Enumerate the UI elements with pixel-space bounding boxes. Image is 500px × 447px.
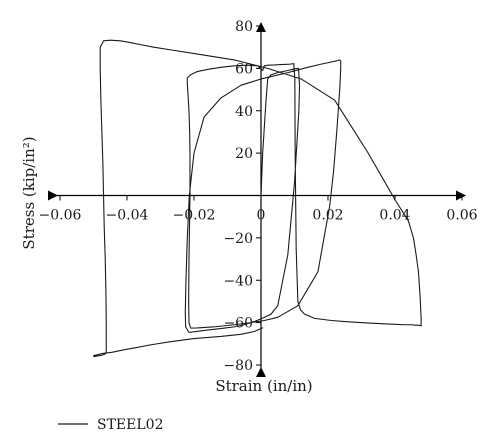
x-tick-label: 0.06	[446, 208, 477, 224]
x-tick-label: −0.06	[39, 208, 82, 224]
tick-marks	[59, 25, 463, 366]
x-tick-label: 0.04	[379, 208, 410, 224]
tick-labels: −0.06 −0.04 −0.02 0 0.02 0.04 0.0680604020−20−…	[39, 19, 478, 374]
legend-label-steel02: STEEL02	[97, 417, 163, 433]
legend: STEEL02	[58, 417, 163, 433]
y-tick-label: −80	[223, 358, 253, 374]
series-layer	[92, 39, 422, 358]
y-tick-label: 20	[235, 146, 253, 162]
x-axis-title: Strain (in/in)	[215, 377, 312, 395]
y-tick-label: 80	[235, 19, 253, 35]
x-tick-label: −0.04	[106, 208, 149, 224]
series-line-steel02	[92, 39, 422, 358]
y-tick-label: 40	[235, 104, 253, 120]
x-tick-label: 0	[257, 208, 266, 224]
y-axis-title: Stress (kip/in²)	[20, 136, 38, 249]
x-tick-label: −0.02	[173, 208, 216, 224]
y-tick-label: −40	[223, 273, 253, 289]
y-tick-label: −20	[223, 231, 253, 247]
